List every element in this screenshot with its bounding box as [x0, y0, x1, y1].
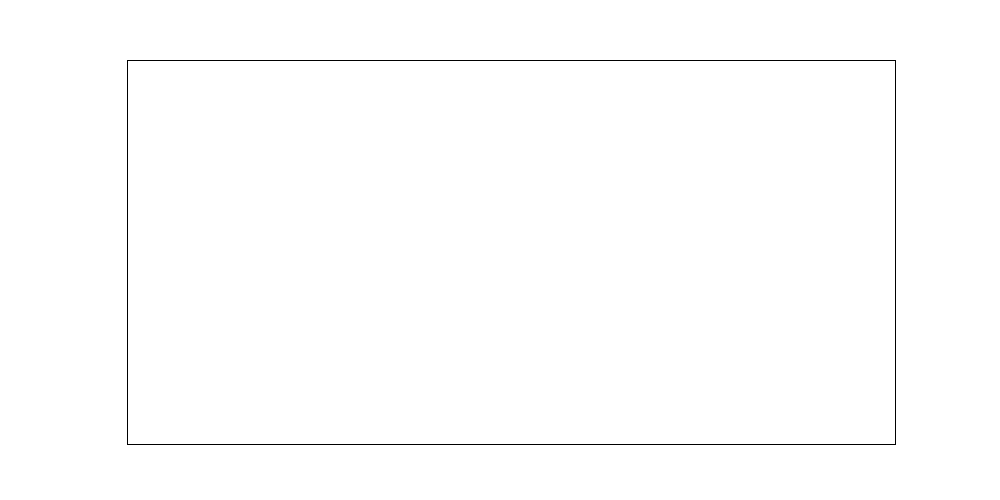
word-cloud-frame — [127, 60, 896, 445]
word-cloud — [128, 61, 895, 444]
